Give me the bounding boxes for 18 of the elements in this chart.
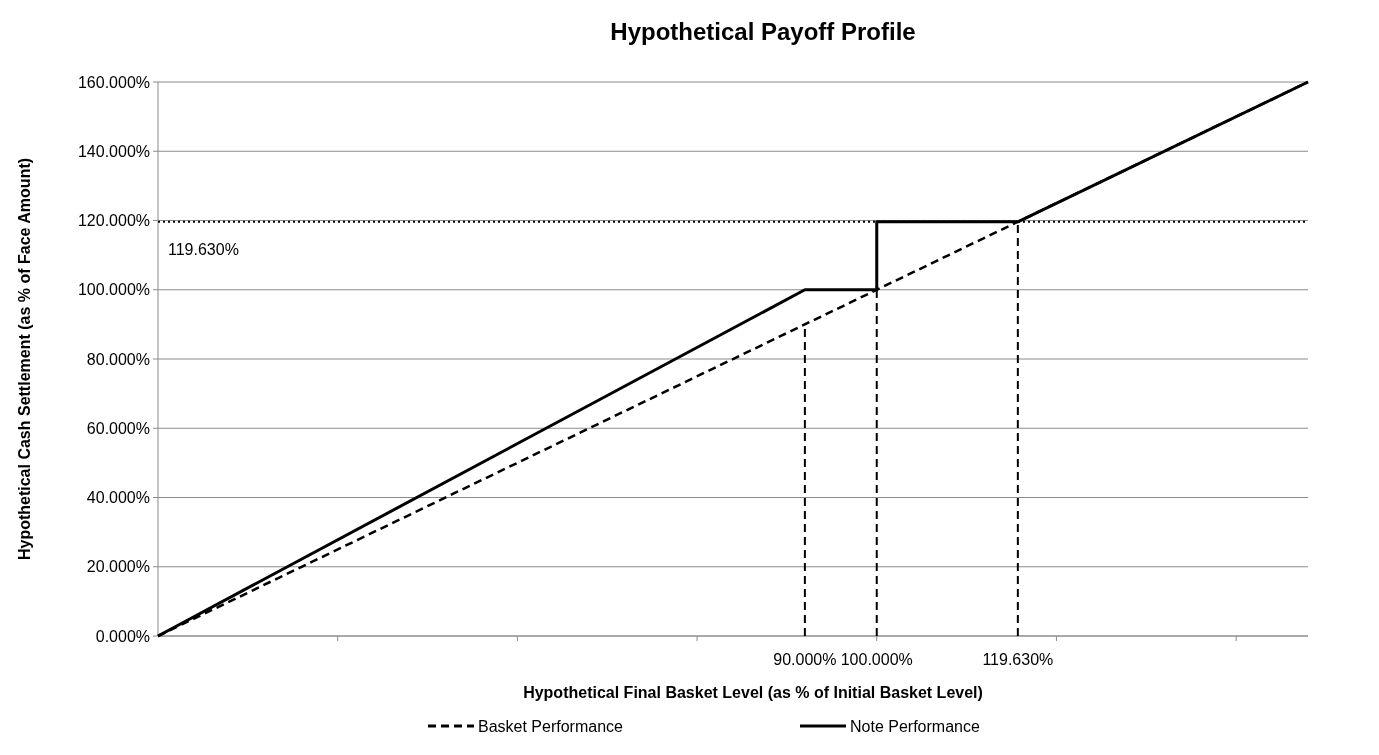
ref-line-label: 119.630% bbox=[168, 240, 239, 258]
y-tick-label: 60.000% bbox=[86, 419, 150, 437]
x-axis-title: Hypothetical Final Basket Level (as % of Initial Basket Level) bbox=[523, 684, 983, 701]
y-tick-label: 140.000% bbox=[77, 142, 150, 160]
ref-line-label: 100.000% bbox=[840, 651, 913, 668]
y-tick-label: 40.000% bbox=[86, 489, 150, 507]
y-tick-label: 100.000% bbox=[77, 281, 150, 299]
y-tick-label: 0.000% bbox=[95, 627, 150, 645]
ref-line-label: 119.630% bbox=[982, 651, 1054, 668]
y-axis-title: Hypothetical Cash Settlement (as % of Face Amount) bbox=[16, 157, 33, 561]
y-tick-label: 120.000% bbox=[77, 212, 150, 230]
chart-title: Hypothetical Payoff Profile bbox=[610, 18, 916, 45]
y-tick-label: 160.000% bbox=[77, 73, 150, 91]
y-tick-label: 80.000% bbox=[86, 350, 150, 368]
legend-label: Note Performance bbox=[850, 717, 980, 735]
ref-line-label: 90.000% bbox=[773, 651, 837, 668]
legend-label: Basket Performance bbox=[478, 717, 624, 735]
y-tick-label: 20.000% bbox=[86, 558, 150, 576]
